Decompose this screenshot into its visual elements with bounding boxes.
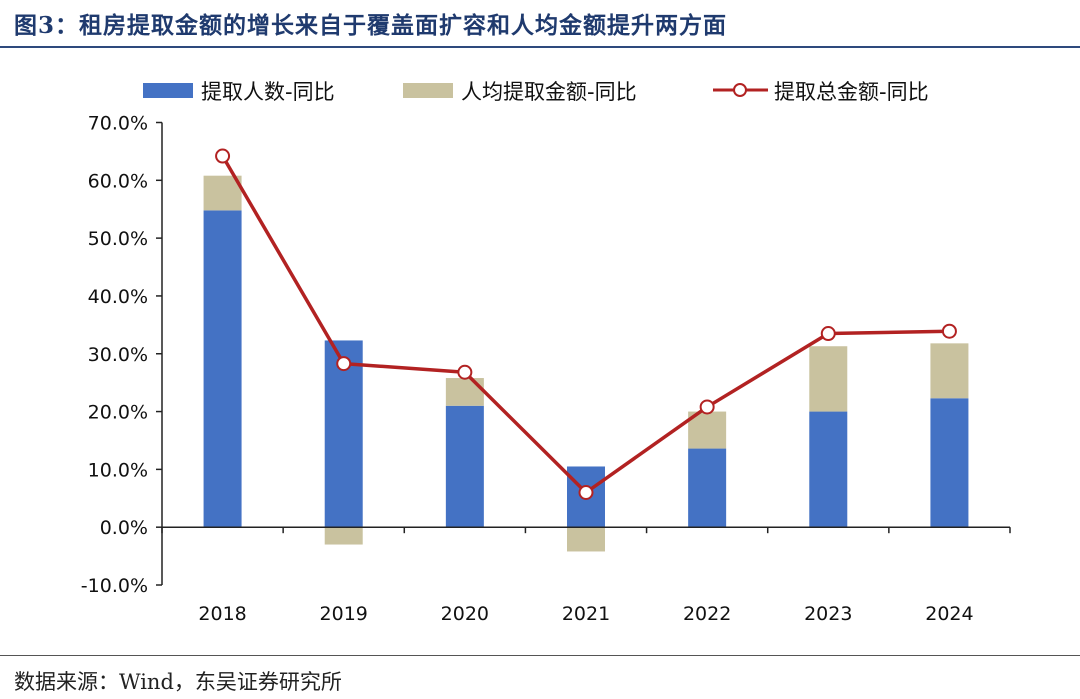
x-tick-label-2023: 2023 — [804, 603, 852, 625]
line-point-2020 — [457, 364, 473, 380]
x-tick-label-2019: 2019 — [320, 603, 368, 625]
bar-1-2019 — [324, 340, 363, 528]
chart-title: 图3：租房提取金额的增长来自于覆盖面扩容和人均金额提升两方面 — [14, 12, 728, 39]
bar-1-2022 — [688, 448, 727, 528]
line-point-2018 — [215, 148, 231, 164]
bar-1-2023 — [809, 411, 848, 528]
bar-2-2021 — [567, 527, 605, 552]
plot-area: -10.0% 0.0% 10.0% 20.0% 30.0% 40.0% 50.0% 60.0%… — [81, 113, 1011, 625]
x-tick-label-2024: 2024 — [925, 603, 973, 625]
y-tick-label: 60.0% — [88, 170, 148, 192]
legend-swatch-bar-1 — [143, 83, 193, 98]
y-tick-label: 10.0% — [88, 459, 148, 481]
bar-1-2024 — [930, 398, 969, 528]
line-point-2022 — [699, 399, 715, 415]
y-tick-label: 70.0% — [88, 113, 148, 135]
source-divider — [0, 655, 1080, 656]
legend-swatch-marker — [733, 83, 747, 97]
y-tick-label: 50.0% — [88, 228, 148, 250]
legend-label-bar-1: 提取人数-同比 — [201, 80, 335, 104]
bar-1-2020 — [445, 405, 484, 528]
legend-swatch-bar-2 — [403, 83, 453, 98]
bar-1-2018 — [203, 210, 242, 528]
line-point-2021 — [578, 485, 594, 500]
x-tick-label-2021: 2021 — [562, 603, 610, 625]
x-tick-label-2020: 2020 — [441, 603, 489, 625]
y-tick-label: 40.0% — [88, 286, 148, 308]
y-tick-label: 0.0% — [100, 517, 148, 539]
bar-2-2023 — [809, 346, 848, 412]
y-tick-label: 30.0% — [88, 344, 148, 366]
line-point-2023 — [820, 326, 836, 342]
line-point-2019 — [336, 356, 352, 372]
bar-2-2020 — [445, 378, 484, 406]
legend: 提取人数-同比 人均提取金额-同比 提取总金额-同比 — [143, 80, 929, 104]
bar-2-2024 — [930, 343, 969, 399]
x-tick-label-2022: 2022 — [683, 603, 731, 625]
y-tick-label: -10.0% — [81, 575, 148, 597]
bar-2-2018 — [203, 175, 242, 211]
chart: 提取人数-同比 人均提取金额-同比 提取总金额-同比 -10.0% 0.0% 10.… — [81, 80, 1011, 625]
x-tick-label-2018: 2018 — [198, 603, 246, 625]
source-note: 数据来源：Wind，东吴证券研究所 — [14, 670, 342, 694]
y-tick-label: 20.0% — [88, 402, 148, 424]
bar-2-2019 — [324, 527, 363, 545]
line-point-2024 — [941, 323, 957, 339]
legend-label-bar-2: 人均提取金额-同比 — [461, 80, 637, 104]
title-divider — [0, 46, 1080, 48]
legend-label-line: 提取总金额-同比 — [774, 80, 929, 104]
